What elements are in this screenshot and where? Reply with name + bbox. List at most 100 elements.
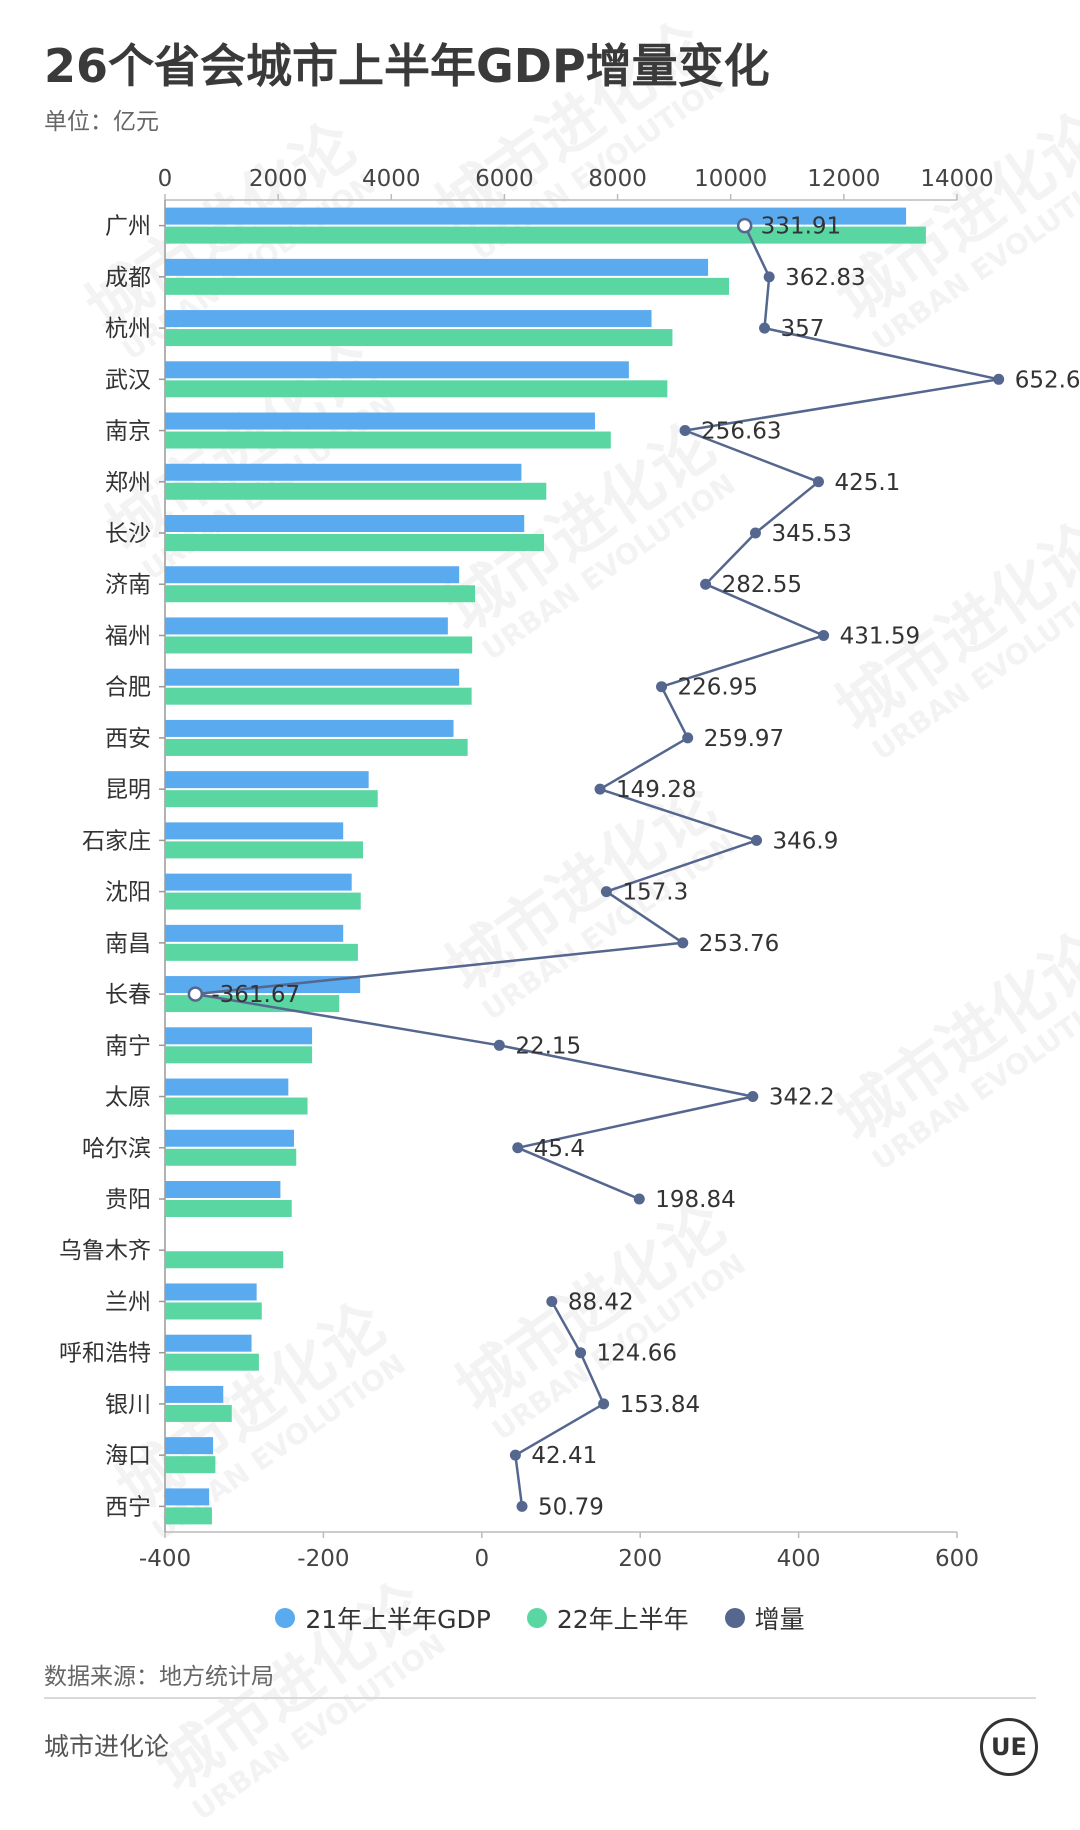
increase-point: [512, 1142, 524, 1154]
increase-data-label: 345.53: [771, 521, 851, 547]
category-label: 乌鲁木齐: [59, 1238, 151, 1264]
brand-logo-text: UE: [991, 1733, 1027, 1761]
increase-point: [751, 834, 763, 846]
legend-marker-2022: [526, 1608, 547, 1628]
increase-data-label: 259.97: [704, 726, 784, 752]
category-label: 兰州: [105, 1289, 151, 1315]
bar-2021: [165, 1181, 281, 1198]
legend-item-2021[interactable]: 21年上半年GDP: [275, 1600, 491, 1636]
increase-data-label: 42.41: [531, 1443, 597, 1469]
top-axis-tick-label: 12000: [807, 166, 880, 192]
increase-point: [633, 1193, 645, 1205]
bar-2021: [165, 412, 595, 430]
bar-2021: [165, 566, 460, 584]
category-label: 合肥: [105, 675, 151, 701]
increase-line: [194, 225, 1000, 1201]
bar-2021: [165, 719, 454, 737]
increase-data-label: 124.66: [597, 1341, 677, 1367]
bar-2021: [165, 771, 369, 789]
bar-2022: [165, 1353, 259, 1371]
increase-point: [736, 217, 753, 234]
bar-2021: [165, 668, 460, 686]
increase-data-label: 50.79: [538, 1494, 604, 1520]
bar-2022: [165, 1251, 284, 1269]
increase-data-label: 346.9: [773, 828, 839, 854]
increase-point: [677, 937, 689, 949]
increase-point: [759, 322, 771, 334]
increase-data-label: 652.65: [1015, 367, 1080, 393]
bar-2021: [165, 1334, 252, 1352]
increase-point: [656, 681, 668, 693]
bar-2021: [165, 515, 525, 532]
bar-2022: [165, 841, 363, 859]
category-label: 太原: [105, 1085, 151, 1111]
legend: 21年上半年GDP 22年上半年 增量: [0, 1600, 1080, 1636]
increase-data-label: 331.91: [761, 214, 841, 240]
top-axis-tick-label: 4000: [362, 166, 421, 192]
bar-2022: [165, 1200, 292, 1217]
top-axis-tick-label: 10000: [694, 166, 767, 192]
category-label: 成都: [105, 265, 151, 291]
increase-point: [993, 373, 1005, 385]
increase-data-label: 342.2: [769, 1085, 835, 1111]
category-label: 济南: [105, 572, 151, 598]
legend-item-2022[interactable]: 22年上半年: [526, 1600, 689, 1636]
bar-2021: [165, 310, 652, 328]
bottom-axis-tick-label: 0: [474, 1546, 489, 1572]
increase-data-label: 153.84: [620, 1392, 700, 1418]
legend-item-increase[interactable]: 增量: [724, 1600, 805, 1636]
increase-point: [187, 986, 204, 1002]
bottom-axis-tick-label: 600: [935, 1546, 979, 1572]
bar-2021: [165, 463, 522, 481]
bar-2021: [165, 617, 448, 635]
category-label: 广州: [105, 214, 151, 240]
legend-label-2022: 22年上半年: [556, 1605, 689, 1634]
legend-label-2021: 21年上半年GDP: [305, 1605, 491, 1634]
increase-data-label: 282.55: [722, 572, 802, 598]
increase-point: [600, 886, 612, 898]
bar-2021: [165, 1027, 313, 1045]
increase-point: [747, 1091, 759, 1103]
bar-2021: [165, 207, 907, 225]
bar-2021: [165, 1437, 214, 1455]
bar-2021: [165, 1488, 210, 1506]
category-label: 南昌: [105, 931, 151, 957]
bar-2021: [165, 822, 344, 840]
bar-2022: [165, 1456, 216, 1474]
category-label: 杭州: [105, 316, 151, 342]
category-label: 郑州: [105, 470, 151, 496]
increase-point: [598, 1398, 610, 1410]
increase-point: [749, 527, 761, 539]
increase-point: [818, 629, 830, 641]
footer-divider: [44, 1697, 1036, 1699]
category-label: 海口: [105, 1443, 151, 1469]
legend-label-increase: 增量: [754, 1605, 805, 1634]
bar-2022: [165, 380, 668, 398]
bar-2022: [165, 687, 472, 705]
category-label: 西宁: [105, 1494, 151, 1520]
increase-point: [493, 1039, 505, 1051]
bar-2021: [165, 361, 629, 379]
increase-point: [509, 1449, 521, 1461]
unit-label: 单位：亿元: [44, 109, 159, 135]
footer-brand: 城市进化论: [44, 1732, 170, 1761]
increase-point: [594, 783, 606, 795]
bar-2022: [165, 226, 926, 244]
increase-data-label: 149.28: [616, 777, 696, 803]
category-label: 贵阳: [105, 1187, 151, 1213]
increase-point: [812, 476, 824, 488]
increase-point: [516, 1500, 528, 1512]
bar-2022: [165, 636, 473, 654]
increase-data-label: 88.42: [568, 1289, 634, 1315]
increase-data-label: 431.59: [840, 623, 920, 649]
increase-point: [575, 1347, 587, 1359]
bar-2021: [165, 1129, 294, 1147]
category-label: 呼和浩特: [59, 1341, 151, 1367]
category-label: 长春: [105, 982, 151, 1008]
bar-2021: [165, 924, 344, 942]
bar-2021: [165, 1078, 289, 1096]
increase-data-label: 425.1: [834, 470, 900, 496]
increase-point: [679, 425, 691, 437]
category-label: 昆明: [105, 777, 151, 803]
increase-data-label: 226.95: [678, 675, 758, 701]
